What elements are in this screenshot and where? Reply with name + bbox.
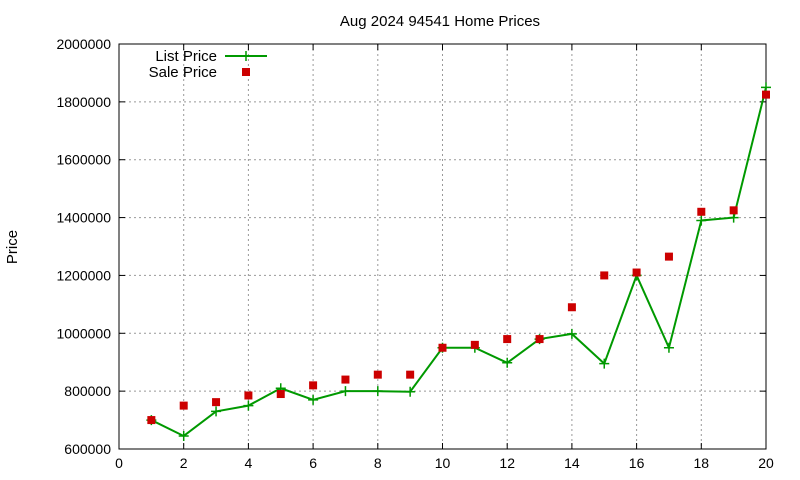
data-point: [276, 390, 285, 399]
data-point: [211, 406, 222, 417]
data-point: [179, 401, 188, 410]
x-tick-label: 4: [245, 455, 253, 471]
data-point: [762, 90, 770, 99]
data-point: [535, 335, 544, 344]
data-point: [243, 400, 254, 411]
data-point: [729, 206, 738, 215]
legend-marker: [241, 51, 251, 61]
data-point: [470, 340, 479, 349]
data-point: [406, 370, 415, 379]
data-point: [502, 357, 513, 368]
data-point: [566, 328, 577, 339]
data-point: [632, 268, 641, 277]
y-tick-label: 1200000: [56, 267, 111, 283]
data-point: [178, 430, 189, 441]
x-tick-label: 2: [180, 455, 188, 471]
x-tick-label: 6: [309, 455, 317, 471]
x-tick-label: 10: [435, 455, 451, 471]
series-1: [146, 82, 771, 441]
x-tick-label: 12: [499, 455, 515, 471]
x-tick-label: 8: [374, 455, 382, 471]
x-tick-label: 14: [564, 455, 580, 471]
plot-frame: [118, 43, 767, 450]
data-point: [438, 343, 447, 352]
series-line: [150, 87, 767, 438]
data-point: [599, 358, 610, 369]
data-point: [600, 271, 609, 280]
x-tick-label: 18: [694, 455, 710, 471]
y-tick-label: 2000000: [56, 36, 111, 52]
series-2: [147, 90, 770, 425]
legend-label: List Price: [155, 48, 217, 65]
x-tick-label: 20: [758, 455, 774, 471]
data-point: [664, 252, 673, 261]
grid: [119, 44, 766, 449]
data-point: [372, 386, 383, 397]
data-point: [341, 375, 350, 384]
chart-title: Aug 2024 94541 Home Prices: [340, 13, 540, 30]
data-point: [663, 342, 674, 353]
data-point: [373, 370, 382, 379]
y-axis-title: Price: [4, 230, 21, 264]
data-point: [308, 394, 319, 405]
data-point: [696, 215, 707, 226]
y-tick-label: 1000000: [56, 325, 111, 341]
x-tick-label: 16: [629, 455, 645, 471]
legend-marker: [242, 68, 250, 76]
x-tick-label: 0: [115, 455, 123, 471]
ticks: 0 2 4 6 8 10 12 14 16 18 20 600000 800000 1000000 1200…: [56, 36, 774, 471]
data-point: [340, 386, 351, 397]
data-point: [503, 335, 512, 344]
y-tick-label: 800000: [64, 383, 111, 399]
data-point: [697, 207, 706, 216]
y-tick-label: 1400000: [56, 210, 111, 226]
legend-label: Sale Price: [149, 64, 217, 81]
data-point: [405, 386, 416, 397]
y-tick-label: 1800000: [56, 94, 111, 110]
data-point: [309, 381, 318, 390]
data-point: [567, 303, 576, 312]
y-tick-label: 1600000: [56, 152, 111, 168]
data-point: [212, 398, 221, 407]
data-point: [244, 391, 253, 400]
data-point: [147, 416, 156, 425]
series-layer: [146, 82, 771, 441]
y-tick-label: 600000: [64, 441, 111, 457]
